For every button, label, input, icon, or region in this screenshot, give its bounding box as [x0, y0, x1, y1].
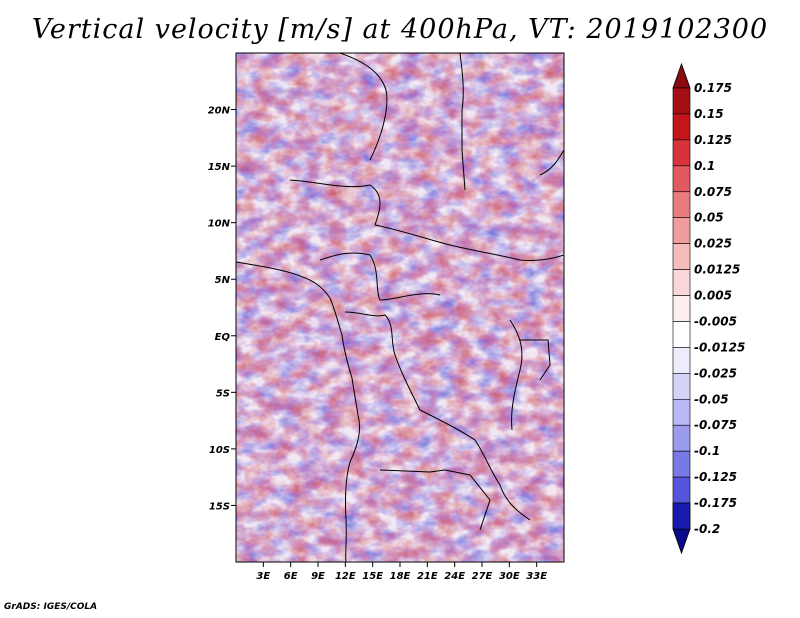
- lat-tick-label: 5S: [216, 388, 230, 399]
- colorbar-label: 0.005: [694, 289, 732, 303]
- colorbar-segment: [672, 191, 691, 219]
- colorbar-segment: [672, 87, 691, 115]
- colorbar-label: -0.125: [694, 470, 737, 484]
- colorbar-segment: [672, 321, 691, 348]
- colorbar-segment: [672, 295, 691, 322]
- colorbar-label: 0.05: [694, 211, 724, 225]
- lat-tick-label: 15N: [208, 162, 231, 173]
- colorbar-segment: [672, 113, 691, 141]
- colorbar-label: -0.2: [694, 522, 720, 536]
- colorbar-segment: [672, 269, 691, 296]
- colorbar-label: 0.0125: [694, 263, 740, 277]
- latitude-axis: 20N 15N 10N 5N EQ 5S 10S 15S: [208, 106, 236, 512]
- coastlines: [236, 53, 564, 562]
- colorbar-label: -0.1: [694, 444, 720, 458]
- vertical-velocity-field: [236, 53, 564, 562]
- colorbar-segment: [672, 217, 691, 244]
- colorbar-segment: [672, 373, 691, 400]
- colorbar-label: -0.05: [694, 392, 729, 406]
- lon-tick-label: 24E: [444, 571, 465, 582]
- colorbar-label: -0.005: [694, 314, 737, 328]
- colorbar-segment: [672, 165, 691, 193]
- lon-tick-label: 3E: [256, 571, 270, 582]
- colorbar-label: 0.175: [694, 81, 732, 95]
- lon-tick-label: 12E: [335, 571, 356, 582]
- colorbar-label: 0.025: [694, 237, 732, 251]
- colorbar-label: -0.075: [694, 418, 737, 432]
- colorbar-segment: [672, 502, 691, 530]
- lon-tick-label: 15E: [362, 571, 383, 582]
- colorbar-top-arrow: [672, 62, 691, 89]
- credit-label: GrADS: IGES/COLA: [4, 602, 98, 612]
- colorbar-segment: [672, 347, 691, 374]
- lon-tick-label: 27E: [472, 571, 493, 582]
- lon-tick-label: 9E: [311, 571, 325, 582]
- colorbar-segment: [672, 450, 691, 478]
- lat-tick-label: 15S: [209, 501, 230, 512]
- colorbar-segment: [672, 243, 691, 270]
- colorbar: 0.175 0.15 0.125 0.1 0.075 0.05 0.025 0.0125 0.0…: [672, 62, 745, 555]
- lon-tick-label: 30E: [499, 571, 520, 582]
- colorbar-label: 0.075: [694, 185, 732, 199]
- longitude-axis: 3E 6E 9E 12E 15E 18E 21E 24E 27E 30E 33E: [256, 562, 547, 582]
- colorbar-segment: [672, 398, 691, 426]
- lat-tick-label: 10N: [208, 219, 231, 230]
- lat-tick-label: 20N: [208, 106, 231, 117]
- colorbar-segment: [672, 476, 691, 504]
- map-title: Vertical velocity [m/s] at 400hPa, VT: 2…: [31, 14, 769, 45]
- colorbar-segment: [672, 139, 691, 167]
- lon-tick-label: 18E: [390, 571, 411, 582]
- colorbar-label: -0.175: [694, 496, 737, 510]
- colorbar-label: -0.025: [694, 366, 737, 380]
- colorbar-segment: [672, 424, 691, 452]
- lat-tick-label: EQ: [215, 332, 231, 343]
- lon-tick-label: 33E: [526, 571, 547, 582]
- lon-tick-label: 21E: [417, 571, 438, 582]
- colorbar-label: 0.15: [694, 107, 724, 121]
- colorbar-label: 0.125: [694, 133, 732, 147]
- colorbar-bottom-arrow: [672, 528, 691, 555]
- colorbar-label: 0.1: [694, 159, 715, 173]
- lat-tick-label: 5N: [215, 275, 231, 286]
- colorbar-label: -0.0125: [694, 340, 745, 354]
- lon-tick-label: 6E: [284, 571, 298, 582]
- lat-tick-label: 10S: [209, 445, 230, 456]
